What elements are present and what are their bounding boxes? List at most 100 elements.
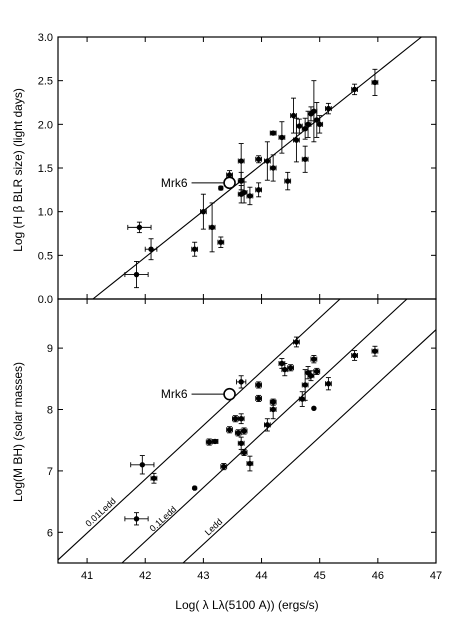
data-point: [240, 448, 248, 457]
data-marker: [191, 246, 198, 252]
data-point: [246, 186, 254, 206]
top-ytick-label: 2.5: [38, 76, 53, 88]
data-point: [124, 260, 149, 289]
data-marker: [302, 126, 308, 132]
data-marker: [351, 86, 358, 93]
data-marker: [139, 462, 146, 468]
data-marker: [218, 239, 224, 245]
data-marker: [302, 156, 308, 162]
data-marker: [279, 134, 285, 141]
data-marker: [247, 193, 253, 199]
data-point: [255, 394, 262, 402]
data-marker: [285, 178, 291, 184]
bottom-ytick-label: 9: [47, 343, 53, 355]
data-marker: [238, 440, 244, 446]
data-marker: [235, 430, 241, 436]
data-marker: [299, 396, 305, 402]
data-marker: [221, 463, 227, 470]
data-point: [124, 512, 149, 526]
mrk6-marker: [223, 387, 236, 401]
data-marker: [372, 348, 378, 354]
data-point: [226, 426, 233, 434]
data-point: [290, 97, 297, 134]
data-point: [127, 221, 152, 234]
eddington-line: [58, 299, 341, 561]
eddington-line: [121, 299, 408, 563]
data-marker: [238, 178, 244, 184]
eddington-line: [182, 329, 436, 563]
data-point: [200, 193, 207, 230]
data-point: [263, 141, 271, 181]
data-point: [325, 102, 332, 115]
data-point: [211, 438, 219, 445]
data-point: [263, 418, 271, 432]
data-marker: [255, 395, 262, 402]
data-point: [301, 117, 309, 140]
data-marker: [212, 438, 218, 445]
data-point: [217, 236, 225, 248]
data-marker: [206, 439, 212, 445]
data-point: [325, 377, 332, 391]
top-plot-frame: [57, 36, 437, 300]
data-point: [295, 118, 303, 134]
data-marker: [316, 121, 323, 128]
data-point: [304, 110, 312, 138]
top-ylabel: Log (H β BLR size) (light days): [11, 88, 25, 252]
data-point: [191, 485, 198, 491]
data-marker: [311, 108, 317, 114]
data-point: [293, 336, 300, 348]
data-marker: [191, 485, 198, 491]
data-point: [246, 455, 254, 472]
data-marker: [279, 360, 285, 367]
data-marker: [218, 185, 224, 191]
xlabel: Log( λ Lλ(5100 A)) (ergs/s): [175, 598, 318, 612]
data-marker: [148, 246, 154, 252]
data-marker: [133, 271, 140, 278]
data-point: [351, 83, 358, 96]
data-marker: [296, 123, 303, 129]
data-marker: [305, 121, 311, 128]
data-marker: [255, 382, 262, 388]
xtick-label: 45: [314, 570, 326, 582]
data-marker: [209, 224, 215, 231]
top-ytick-label: 3.0: [38, 32, 53, 44]
fit-line: [92, 37, 422, 299]
data-marker: [270, 165, 276, 171]
data-point: [237, 436, 245, 450]
top-ytick-label: 0.0: [38, 294, 53, 306]
eddington-line-label: 0.1Ledd: [148, 504, 179, 533]
data-marker: [325, 381, 332, 387]
xtick-label: 46: [372, 570, 384, 582]
data-point: [311, 405, 317, 411]
data-point: [287, 364, 294, 372]
data-marker: [282, 366, 288, 373]
data-point: [298, 391, 306, 407]
data-point: [237, 413, 245, 425]
data-marker: [311, 356, 317, 362]
data-point: [310, 80, 318, 143]
data-marker: [226, 427, 233, 433]
data-point: [255, 155, 262, 164]
data-marker: [372, 79, 378, 86]
data-point: [301, 145, 309, 173]
data-point: [313, 367, 321, 375]
data-marker: [351, 352, 358, 359]
data-marker: [238, 416, 244, 422]
data-marker: [255, 156, 262, 162]
data-marker: [287, 365, 294, 371]
mrk6-label: Mrk6: [161, 387, 188, 401]
bottom-ytick-label: 8: [47, 405, 53, 417]
data-marker: [241, 189, 247, 196]
eddington-line-label: 0.01Ledd: [83, 496, 117, 529]
data-point: [130, 455, 155, 475]
data-point: [316, 115, 324, 134]
data-point: [313, 102, 321, 138]
data-point: [236, 375, 247, 389]
xtick-label: 44: [255, 570, 267, 582]
xtick-label: 42: [139, 570, 151, 582]
data-point: [150, 472, 158, 484]
data-marker: [270, 130, 276, 136]
data-marker: [311, 405, 317, 411]
data-marker: [232, 416, 239, 422]
data-point: [208, 202, 216, 253]
